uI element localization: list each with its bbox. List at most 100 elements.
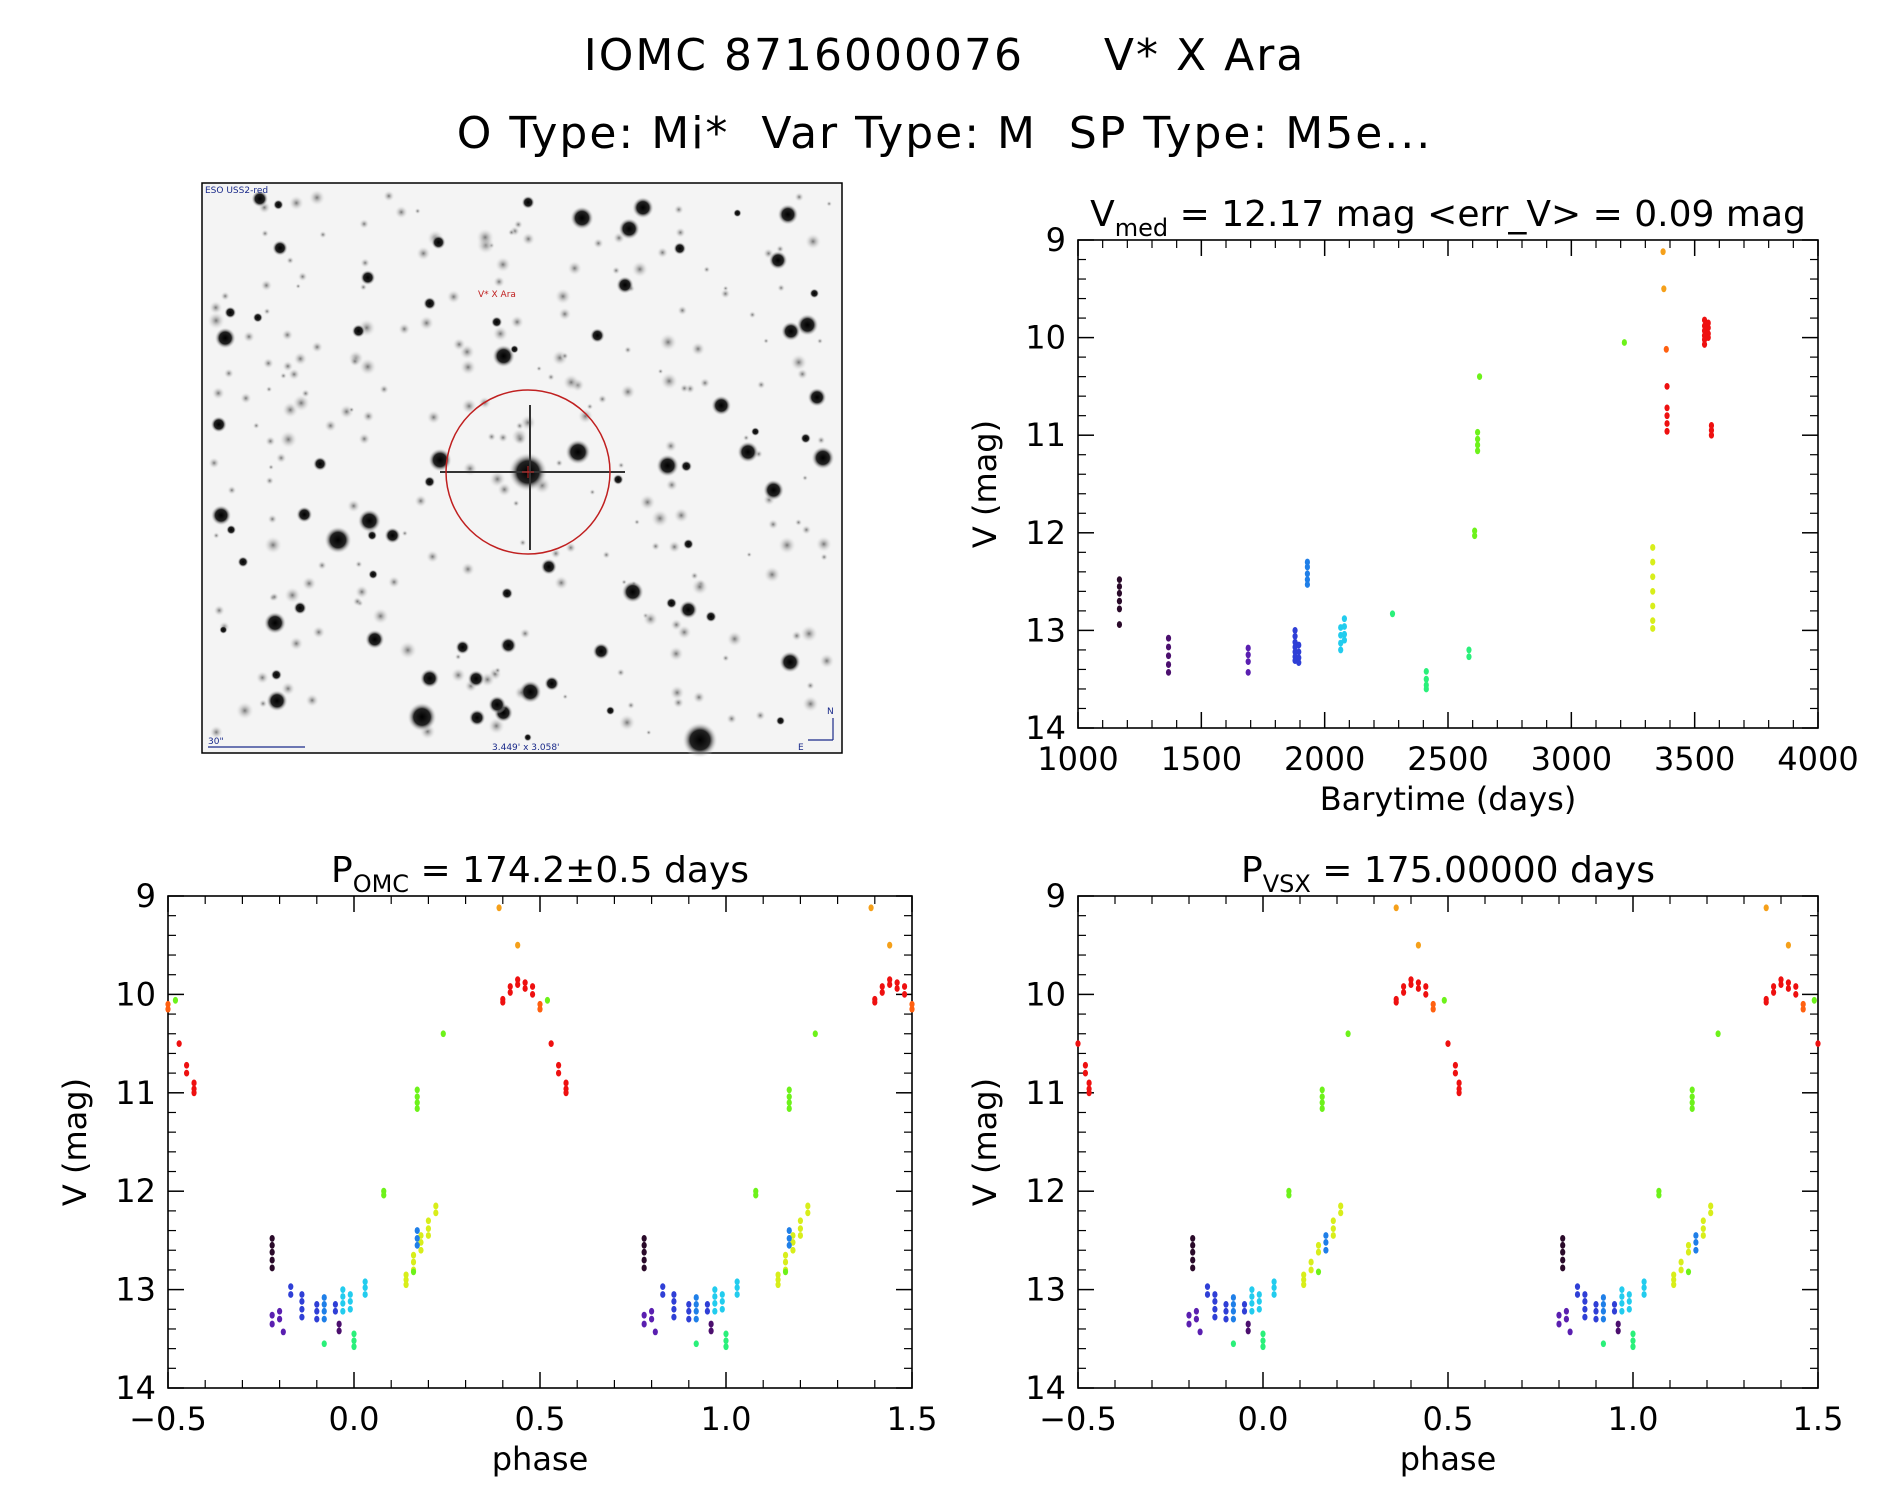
faint-star [265,476,275,486]
star [368,569,379,580]
data-point [1193,1315,1199,1323]
data-point [1650,625,1656,632]
faint-star [720,288,731,300]
data-point [425,1232,431,1239]
star [431,234,446,250]
data-point [1641,1284,1647,1292]
data-point [299,1298,305,1305]
faint-star [586,402,594,411]
data-point [403,1281,409,1289]
data-point [1116,589,1123,597]
data-point [403,1271,409,1279]
faint-star [699,377,711,389]
data-point [522,985,528,992]
data-point [693,1294,699,1301]
star [665,597,678,609]
data-point [1330,1217,1336,1225]
star [266,689,289,712]
faint-star [702,265,711,274]
data-point [1689,1086,1695,1094]
data-point [1304,581,1310,588]
faint-star [382,189,395,203]
data-point [734,1278,740,1286]
data-point [1401,983,1407,990]
data-point [347,1291,353,1298]
star [800,432,812,444]
data-point [1241,1307,1248,1315]
star [468,709,486,727]
data-point [403,1276,409,1284]
star [631,196,655,219]
faint-star [283,586,302,605]
faint-star [597,394,608,405]
faint-star [259,279,273,292]
data-point [172,996,179,1004]
y-tick-label: 10 [1025,975,1066,1013]
faint-star [623,345,633,355]
data-point [340,1307,346,1315]
data-point [1556,1320,1562,1328]
data-point [332,1300,338,1308]
data-point [1230,1307,1236,1315]
data-point [708,1327,714,1335]
faint-star [454,653,462,661]
data-point [1650,544,1656,551]
data-point [734,1284,740,1292]
data-point [1393,904,1399,912]
data-point [1689,1105,1695,1112]
data-point [1341,630,1347,638]
data-point [548,1040,554,1047]
faint-star [213,604,226,617]
data-point [1341,615,1347,623]
field-size-label: 3.449' x 3.058' [492,743,560,753]
data-point [1116,597,1123,605]
data-point [1563,1307,1569,1315]
faint-star [630,260,649,279]
image-survey-label: ESO USS2-red [205,186,268,196]
star [360,269,376,286]
data-point [1611,1300,1618,1308]
data-point [1660,248,1666,256]
data-point [414,1235,420,1242]
data-point [321,1340,327,1348]
data-point [507,983,513,990]
faint-star [492,275,506,289]
faint-star [656,246,669,259]
faint-star [349,355,361,367]
faint-star [633,518,641,526]
data-point [1708,1209,1714,1217]
star [777,203,799,226]
data-point [1430,1005,1436,1013]
data-point [1671,1271,1677,1279]
data-point [786,1227,792,1234]
data-point [269,1241,275,1249]
data-point [712,1293,718,1300]
data-point [269,1256,275,1264]
data-point [1785,979,1791,986]
data-point [1430,1000,1436,1008]
data-point [269,1248,275,1256]
faint-star [288,194,305,212]
x-tick-label: 0.5 [515,1400,566,1438]
y-tick-label: 14 [1025,1369,1066,1407]
faint-star [589,488,596,496]
plot-title: Vmed = 12.17 mag <err_V> = 0.09 mag [1090,194,1806,242]
data-point [704,1300,711,1308]
data-point [184,1061,190,1069]
x-tick-label: 2500 [1407,740,1488,778]
faint-star [235,700,255,721]
data-point [1763,904,1769,912]
data-point [1315,1268,1322,1276]
faint-star [397,322,411,336]
faint-star [301,575,318,592]
faint-star [611,265,621,276]
faint-star [645,729,652,736]
data-point [381,1191,387,1199]
data-point [269,1235,275,1242]
data-point [686,1307,692,1315]
data-point [660,1291,666,1298]
data-point [1256,1291,1262,1298]
bright-star [616,276,634,294]
target-name-label: V* X Ara [478,290,516,300]
